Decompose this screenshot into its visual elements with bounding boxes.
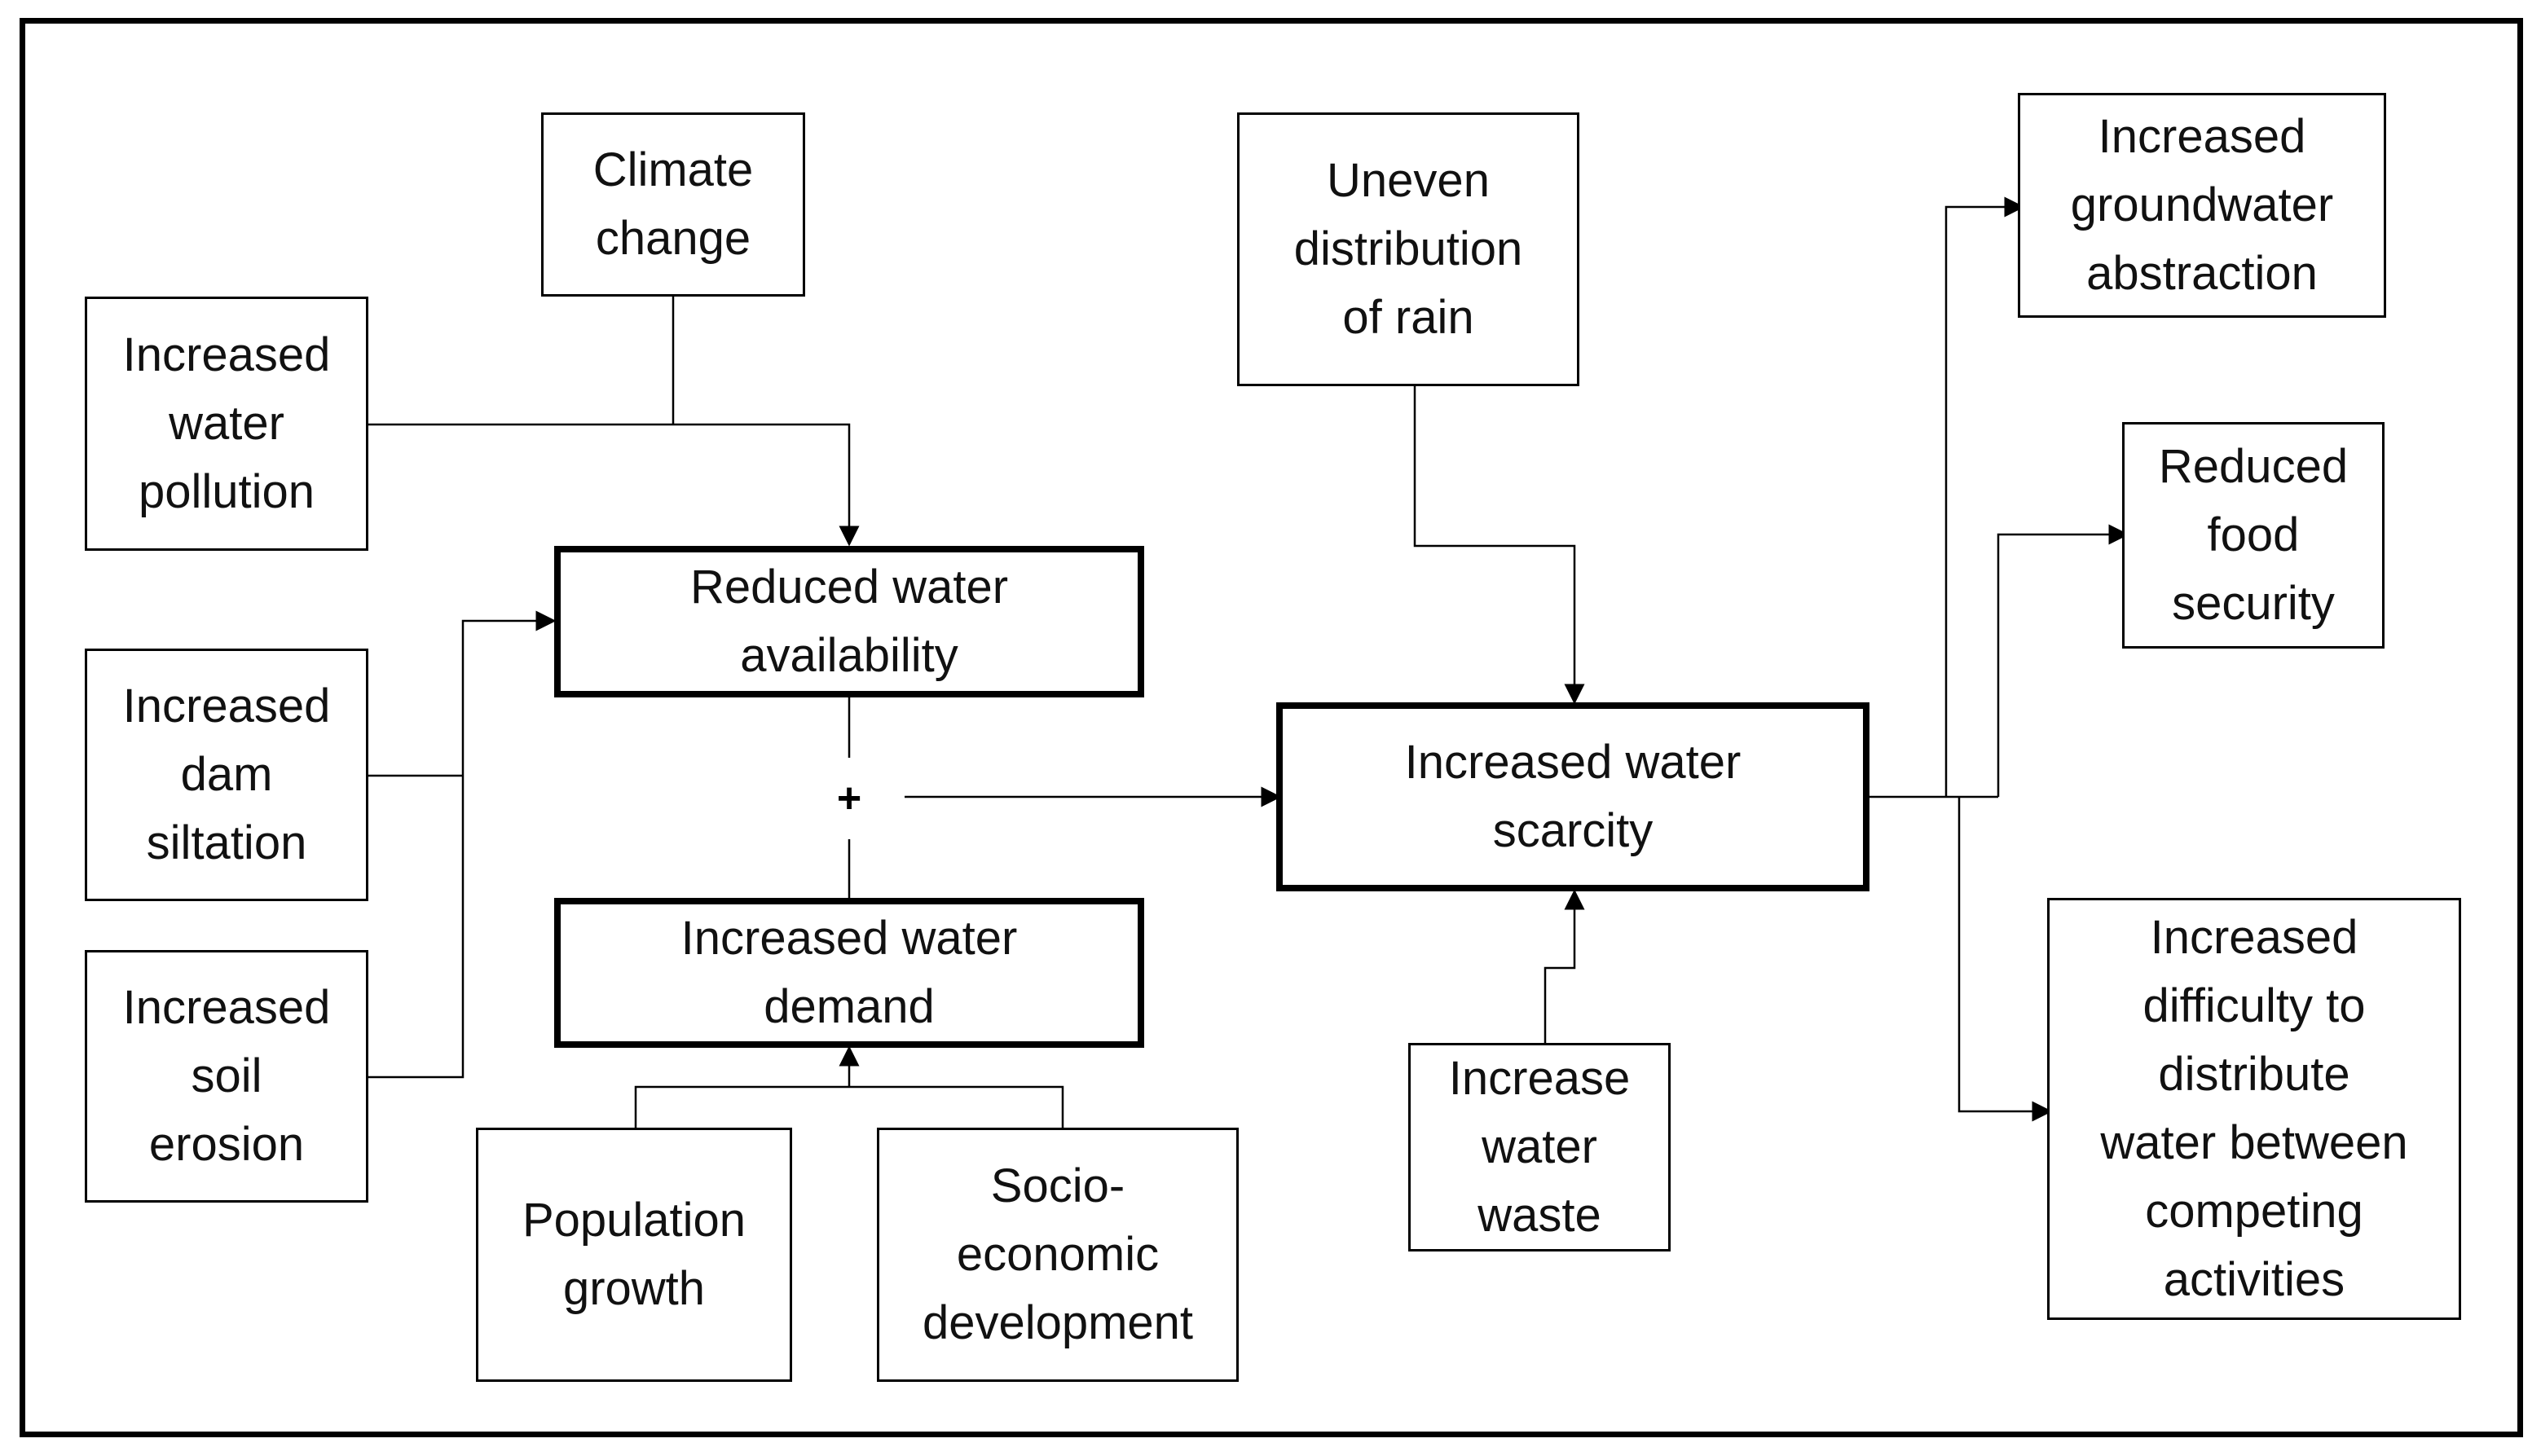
combine-plus-symbol: + bbox=[836, 775, 862, 822]
node-socio-economic-development: Socio- economic development bbox=[877, 1128, 1239, 1382]
node-increased-soil-erosion: Increased soil erosion bbox=[85, 950, 368, 1203]
node-climate-change: Climate change bbox=[541, 112, 805, 297]
edge-population-growth-to-demand bbox=[634, 1085, 1064, 1129]
node-increase-water-waste: Increase water waste bbox=[1408, 1043, 1671, 1251]
node-increased-dam-siltation: Increased dam siltation bbox=[85, 649, 368, 901]
node-increased-difficulty-to-distribute: Increased difficulty to distribute water… bbox=[2047, 898, 2461, 1320]
edge-water-pollution-to-reduced-availability bbox=[367, 423, 860, 547]
edge-uneven-rain-to-scarcity bbox=[1413, 386, 1585, 705]
edge-scarcity-to-food-security bbox=[1997, 524, 2129, 797]
node-uneven-distribution-of-rain: Uneven distribution of rain bbox=[1237, 112, 1579, 386]
node-increased-groundwater-abstraction: Increased groundwater abstraction bbox=[2018, 93, 2386, 318]
node-increased-water-demand: Increased water demand bbox=[554, 898, 1144, 1048]
edge-soil-erosion-to-reduced-availability bbox=[367, 610, 557, 1079]
node-increased-water-scarcity: Increased water scarcity bbox=[1276, 702, 1869, 891]
edge-scarcity-to-groundwater bbox=[1944, 196, 2025, 797]
edge-scarcity-to-distribution-difficulty bbox=[1957, 797, 2053, 1122]
node-reduced-water-availability: Reduced water availability bbox=[554, 546, 1144, 697]
edge-water-waste-to-scarcity bbox=[1544, 889, 1585, 1045]
node-population-growth: Population growth bbox=[476, 1128, 792, 1382]
node-reduced-food-security: Reduced food security bbox=[2122, 422, 2385, 649]
node-increased-water-pollution: Increased water pollution bbox=[85, 297, 368, 551]
